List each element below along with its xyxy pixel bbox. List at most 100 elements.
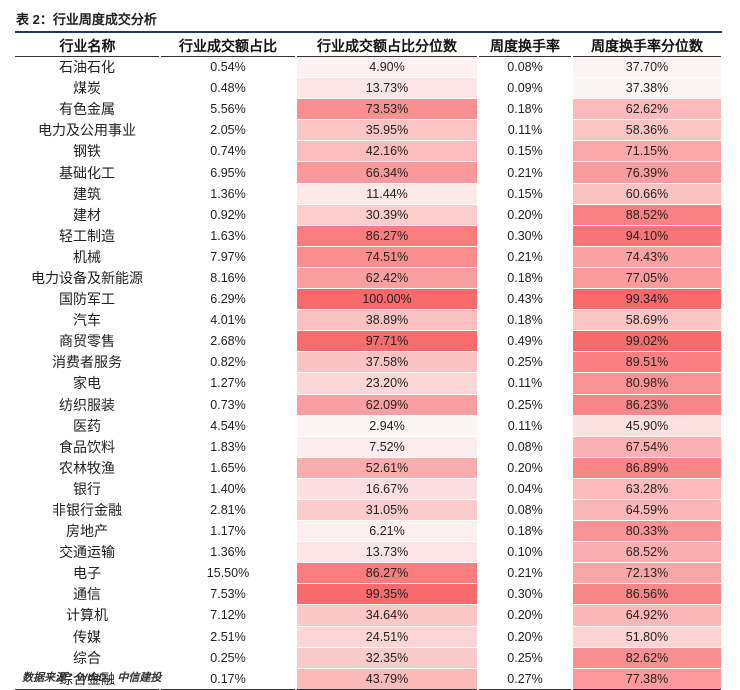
cell: 0.08% [478, 56, 573, 79]
cell: 0.54% [160, 56, 297, 79]
cell: 0.08% [478, 436, 573, 458]
cell: 0.21% [478, 562, 573, 585]
table-row: 医药 4.54% 2.94% 0.11% 45.90% [15, 415, 723, 437]
data-table: 行业名称 行业成交额占比 行业成交额占比分位数 周度换手率 周度换手率分位数 石油石化 0… [15, 35, 723, 690]
table-row: 石油石化 0.54% 4.90% 0.08% 37.70% [15, 56, 723, 79]
industry-name: 房地产 [15, 520, 161, 543]
industry-name: 传媒 [15, 626, 161, 648]
cell: 0.10% [478, 541, 573, 564]
cell: 1.36% [160, 541, 297, 564]
cell: 0.09% [478, 77, 573, 100]
industry-name: 综合 [15, 647, 161, 669]
cell: 0.20% [478, 604, 573, 627]
title-rule [15, 31, 722, 33]
table-row: 基础化工 6.95% 66.34% 0.21% 76.39% [15, 161, 723, 184]
cell: 0.49% [478, 330, 573, 353]
cell: 0.30% [478, 225, 573, 247]
cell: 74.43% [572, 246, 723, 268]
cell: 66.34% [296, 161, 479, 184]
table-row: 银行 1.40% 16.67% 0.04% 63.28% [15, 478, 723, 500]
cell: 86.27% [296, 225, 479, 247]
industry-name: 食品饮料 [15, 436, 161, 458]
cell: 86.56% [572, 583, 723, 606]
cell: 99.34% [572, 288, 723, 311]
cell: 24.51% [296, 626, 479, 648]
cell: 6.95% [160, 161, 297, 184]
column-header: 周度换手率 [478, 35, 572, 57]
cell: 52.61% [296, 457, 479, 479]
cell: 1.36% [160, 183, 297, 205]
table-row: 钢铁 0.74% 42.16% 0.15% 71.15% [15, 140, 723, 163]
cell: 80.98% [572, 372, 723, 395]
cell: 0.21% [478, 246, 573, 268]
cell: 0.21% [478, 161, 573, 184]
table-row: 家电 1.27% 23.20% 0.11% 80.98% [15, 372, 723, 395]
cell: 0.18% [478, 267, 573, 290]
cell: 45.90% [572, 415, 723, 437]
cell: 1.65% [160, 457, 297, 479]
cell: 6.29% [160, 288, 297, 311]
industry-name: 农林牧渔 [15, 457, 161, 479]
cell: 62.09% [296, 394, 479, 416]
cell: 15.50% [160, 562, 297, 585]
table-row: 电力及公用事业 2.05% 35.95% 0.11% 58.36% [15, 119, 723, 142]
industry-name: 交通运输 [15, 541, 161, 564]
cell: 62.42% [296, 267, 479, 290]
cell: 7.53% [160, 583, 297, 606]
table-row: 消费者服务 0.82% 37.58% 0.25% 89.51% [15, 351, 723, 374]
cell: 38.89% [296, 309, 479, 332]
cell: 74.51% [296, 246, 479, 268]
cell: 82.62% [572, 647, 723, 669]
cell: 7.12% [160, 604, 297, 627]
industry-name: 国防军工 [15, 288, 161, 311]
industry-name: 建筑 [15, 183, 161, 205]
cell: 7.52% [296, 436, 479, 458]
cell: 0.18% [478, 520, 573, 543]
table-row: 国防军工 6.29% 100.00% 0.43% 99.34% [15, 288, 723, 311]
industry-name: 煤炭 [15, 77, 161, 100]
cell: 0.11% [478, 119, 573, 142]
cell: 30.39% [296, 204, 479, 226]
table-row: 机械 7.97% 74.51% 0.21% 74.43% [15, 246, 723, 268]
industry-name: 医药 [15, 415, 161, 437]
cell: 0.25% [478, 351, 573, 374]
cell: 0.18% [478, 98, 573, 121]
industry-name: 汽车 [15, 309, 161, 332]
industry-name: 计算机 [15, 604, 161, 627]
cell: 51.80% [572, 626, 723, 648]
cell: 76.39% [572, 161, 723, 184]
table-row: 纺织服装 0.73% 62.09% 0.25% 86.23% [15, 394, 723, 416]
column-header: 行业名称 [15, 35, 160, 57]
table-row: 农林牧渔 1.65% 52.61% 0.20% 86.89% [15, 457, 723, 479]
cell: 100.00% [296, 288, 479, 311]
table-row: 轻工制造 1.63% 86.27% 0.30% 94.10% [15, 225, 723, 247]
industry-name: 机械 [15, 246, 161, 268]
table-row: 计算机 7.12% 34.64% 0.20% 64.92% [15, 604, 723, 627]
cell: 0.20% [478, 457, 573, 479]
table-row: 通信 7.53% 99.35% 0.30% 86.56% [15, 583, 723, 606]
cell: 7.97% [160, 246, 297, 268]
industry-name: 纺织服装 [15, 394, 161, 416]
table-row: 交通运输 1.36% 13.73% 0.10% 68.52% [15, 541, 723, 564]
cell: 34.64% [296, 604, 479, 627]
industry-name: 基础化工 [15, 161, 161, 184]
table-row: 电子 15.50% 86.27% 0.21% 72.13% [15, 562, 723, 585]
cell: 1.83% [160, 436, 297, 458]
cell: 4.90% [296, 56, 479, 79]
industry-name: 电子 [15, 562, 161, 585]
cell: 2.68% [160, 330, 297, 353]
cell: 43.79% [296, 668, 479, 690]
source-note: 数据来源：WIND，中信建投 [22, 672, 162, 684]
cell: 64.59% [572, 499, 723, 522]
cell: 0.15% [478, 183, 573, 205]
cell: 0.20% [478, 204, 573, 226]
industry-name: 消费者服务 [15, 351, 161, 374]
cell: 88.52% [572, 204, 723, 226]
cell: 0.48% [160, 77, 297, 100]
cell: 1.17% [160, 520, 297, 543]
cell: 77.38% [572, 668, 723, 690]
cell: 0.92% [160, 204, 297, 226]
industry-name: 钢铁 [15, 140, 161, 163]
cell: 35.95% [296, 119, 479, 142]
